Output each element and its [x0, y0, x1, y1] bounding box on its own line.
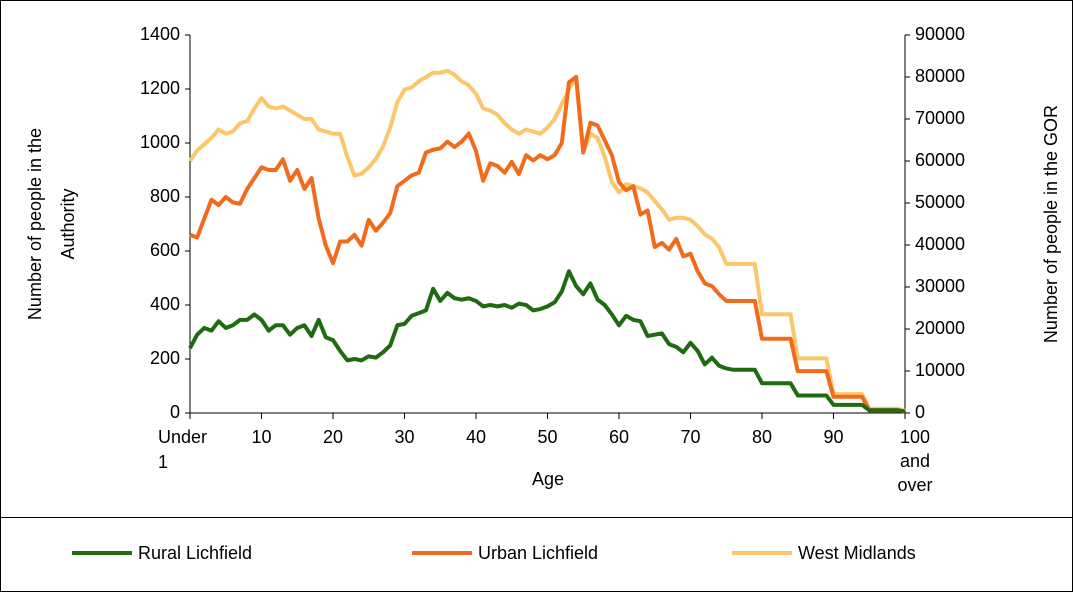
- y2-tick-label: 40000: [915, 234, 965, 254]
- y2-tick-label: 0: [915, 402, 925, 422]
- series-line: [188, 68, 906, 413]
- y2-tick-label: 10000: [915, 360, 965, 380]
- x-tick-label: 20: [323, 427, 343, 447]
- y2-tick-label: 30000: [915, 276, 965, 296]
- x-tick-label: 80: [752, 427, 772, 447]
- y2-tick-label: 70000: [915, 108, 965, 128]
- y2-tick-label: 20000: [915, 318, 965, 338]
- y-tick-label: 1400: [140, 24, 180, 44]
- y-tick-label: 0: [170, 402, 180, 422]
- x-axis-label: Age: [532, 469, 564, 489]
- series-line: [188, 269, 906, 414]
- x-tick-label: 70: [680, 427, 700, 447]
- y2-tick-label: 60000: [915, 150, 965, 170]
- x-tick-label: 30: [394, 427, 414, 447]
- x-tick-label: 60: [609, 427, 629, 447]
- series-line: [189, 74, 906, 414]
- y2-tick-label: 50000: [915, 192, 965, 212]
- x-tick-label: 40: [466, 427, 486, 447]
- legend-label: West Midlands: [798, 543, 916, 563]
- y2-tick-label: 80000: [915, 66, 965, 86]
- x-tick-label: 100 and over: [897, 427, 932, 495]
- y-axis-label: Number of people in the Authority: [25, 128, 78, 320]
- y-tick-label: 1200: [140, 78, 180, 98]
- x-tick-label: 50: [537, 427, 557, 447]
- y-tick-label: 400: [150, 294, 180, 314]
- y2-axis-label: Number of people in the GOR: [1041, 105, 1061, 343]
- x-tick-label: 90: [823, 427, 843, 447]
- y-tick-label: 600: [150, 240, 180, 260]
- x-tick-label: 10: [251, 427, 271, 447]
- y-tick-label: 200: [150, 348, 180, 368]
- legend-label: Rural Lichfield: [138, 543, 252, 563]
- x-tick-label: Under 1: [158, 427, 207, 472]
- y-tick-label: 800: [150, 186, 180, 206]
- legend-label: Urban Lichfield: [478, 543, 598, 563]
- y-tick-label: 1000: [140, 132, 180, 152]
- y2-tick-label: 90000: [915, 24, 965, 44]
